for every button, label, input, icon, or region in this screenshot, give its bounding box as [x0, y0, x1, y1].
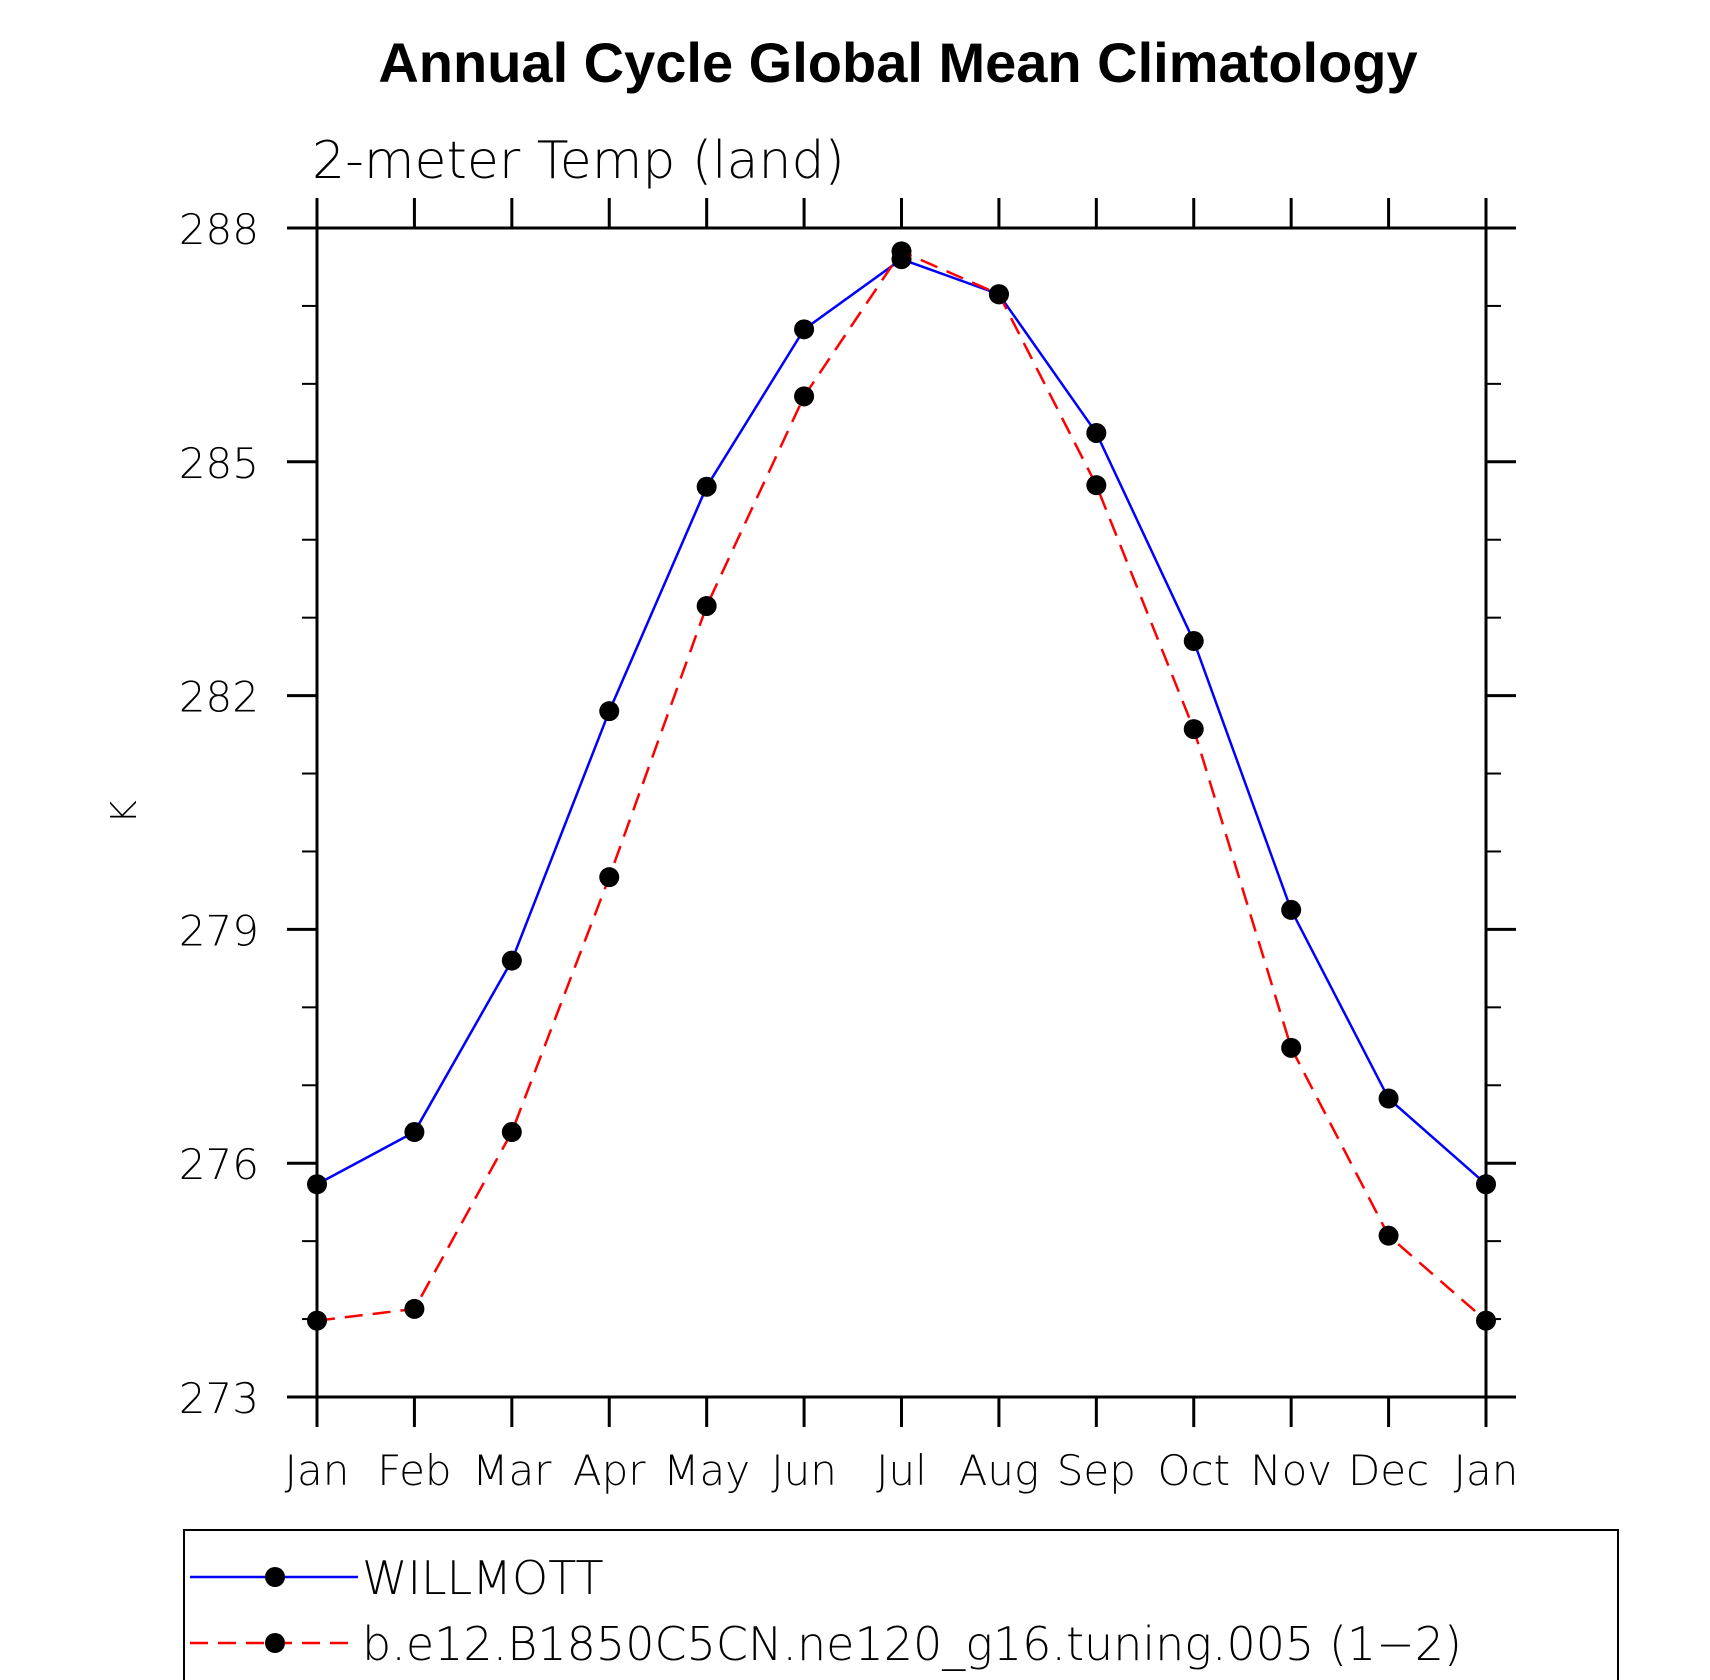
y-tick-label: 279 — [179, 906, 259, 955]
legend-box — [183, 1529, 1619, 1680]
x-tick-label: Dec — [1348, 1446, 1429, 1495]
data-point — [1378, 1225, 1399, 1246]
x-tick-label: Jan — [285, 1446, 350, 1495]
y-tick-label: 288 — [179, 205, 259, 254]
legend-label-model: b.e12.B1850C5CN.ne120_g16.tuning.005 (1−… — [362, 1617, 1462, 1671]
data-point — [404, 1298, 425, 1319]
axis-ticks: Jan Feb Mar Apr May Jun Jul Aug Sep Oct Nov Dec Jan 2… — [179, 198, 1519, 1495]
x-tick-label: Jun — [771, 1446, 837, 1495]
y-axis-label: K — [104, 800, 145, 824]
x-tick-label: Mar — [472, 1446, 552, 1495]
x-tick-label: Aug — [959, 1446, 1040, 1495]
data-point — [1183, 719, 1204, 740]
data-point — [794, 386, 815, 407]
x-tick-label: Nov — [1250, 1446, 1332, 1495]
data-point — [696, 476, 717, 497]
x-tick-label: Oct — [1157, 1446, 1230, 1495]
legend-marker-model — [265, 1633, 285, 1653]
y-tick-label: 282 — [179, 673, 259, 722]
chart-subtitle: 2-meter Temp (land) — [312, 131, 845, 191]
series-line-0 — [316, 257, 1487, 1186]
data-point — [696, 595, 717, 616]
chart-title: Annual Cycle Global Mean Climatology — [378, 31, 1417, 94]
x-tick-label: Apr — [573, 1446, 646, 1495]
data-point — [1086, 422, 1107, 443]
data-point — [1183, 631, 1204, 652]
data-point — [1281, 1037, 1302, 1058]
legend-label-willmott: WILLMOTT — [362, 1551, 604, 1605]
x-tick-label: May — [663, 1446, 750, 1495]
data-point — [501, 950, 522, 971]
plot-frame — [315, 226, 1488, 1399]
y-tick-label: 285 — [179, 439, 259, 488]
x-tick-label: Jul — [876, 1446, 927, 1495]
y-tick-label: 276 — [179, 1140, 259, 1189]
data-point — [599, 701, 620, 722]
legend: WILLMOTT b.e12.B1850C5CN.ne120_g16.tunin… — [183, 1529, 1619, 1680]
data-point — [794, 319, 815, 340]
series-group — [307, 241, 1496, 1331]
data-point — [988, 284, 1009, 305]
series-line-1 — [316, 249, 1487, 1322]
y-tick-label: 273 — [179, 1374, 259, 1423]
data-point — [1281, 899, 1302, 920]
data-point — [1086, 475, 1107, 496]
data-point — [599, 867, 620, 888]
data-point — [501, 1122, 522, 1143]
x-tick-label: Jan — [1454, 1446, 1519, 1495]
data-point — [404, 1122, 425, 1143]
legend-marker-willmott — [265, 1567, 285, 1587]
data-point — [891, 241, 912, 262]
x-tick-label: Sep — [1057, 1446, 1136, 1495]
x-tick-label: Feb — [377, 1446, 451, 1495]
data-point — [1378, 1088, 1399, 1109]
